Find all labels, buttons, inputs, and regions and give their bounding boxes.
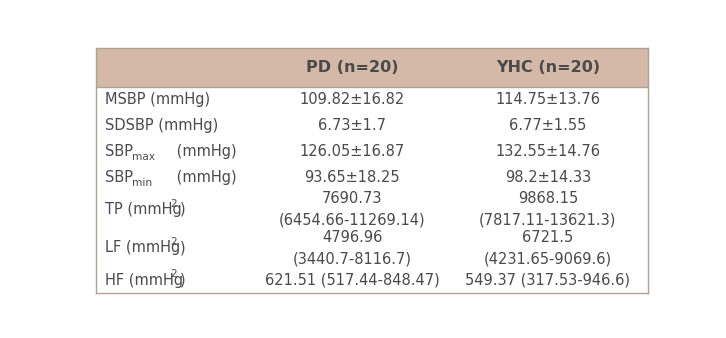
Text: (6454.66-11269.14): (6454.66-11269.14) bbox=[279, 213, 425, 227]
Text: (mmHg): (mmHg) bbox=[172, 170, 237, 185]
Text: 2: 2 bbox=[170, 198, 176, 209]
Text: SBP: SBP bbox=[105, 170, 133, 185]
Text: ): ) bbox=[180, 202, 186, 217]
Text: ): ) bbox=[180, 273, 186, 288]
Text: ): ) bbox=[180, 240, 186, 256]
Bar bbox=[97, 87, 648, 113]
Text: TP (mmHg: TP (mmHg bbox=[105, 202, 182, 217]
Text: 93.65±18.25: 93.65±18.25 bbox=[305, 170, 400, 185]
Bar bbox=[97, 228, 648, 267]
Bar bbox=[97, 48, 648, 87]
Text: min: min bbox=[132, 178, 152, 188]
Text: 126.05±16.87: 126.05±16.87 bbox=[300, 144, 405, 159]
Bar bbox=[97, 190, 648, 228]
Text: 9868.15: 9868.15 bbox=[518, 191, 578, 206]
Text: LF (mmHg: LF (mmHg bbox=[105, 240, 180, 256]
Text: HF (mmHg: HF (mmHg bbox=[105, 273, 183, 288]
Text: SBP: SBP bbox=[105, 144, 133, 159]
Text: 2: 2 bbox=[170, 269, 176, 280]
Bar bbox=[97, 139, 648, 164]
Text: (mmHg): (mmHg) bbox=[172, 144, 237, 159]
Text: YHC (n=20): YHC (n=20) bbox=[496, 60, 600, 75]
Text: (4231.65-9069.6): (4231.65-9069.6) bbox=[484, 251, 612, 266]
Text: 4796.96: 4796.96 bbox=[322, 230, 383, 245]
Text: PD (n=20): PD (n=20) bbox=[306, 60, 399, 75]
Text: MSBP (mmHg): MSBP (mmHg) bbox=[105, 92, 210, 107]
Text: 621.51 (517.44-848.47): 621.51 (517.44-848.47) bbox=[265, 273, 440, 288]
Text: 6721.5: 6721.5 bbox=[522, 230, 574, 245]
Text: (7817.11-13621.3): (7817.11-13621.3) bbox=[479, 213, 616, 227]
Bar bbox=[97, 113, 648, 139]
Text: 114.75±13.76: 114.75±13.76 bbox=[495, 92, 600, 107]
Text: 98.2±14.33: 98.2±14.33 bbox=[505, 170, 591, 185]
Text: 132.55±14.76: 132.55±14.76 bbox=[495, 144, 600, 159]
Bar bbox=[97, 267, 648, 293]
Text: max: max bbox=[132, 152, 155, 162]
Text: SDSBP (mmHg): SDSBP (mmHg) bbox=[105, 118, 218, 133]
Text: 6.77±1.55: 6.77±1.55 bbox=[509, 118, 587, 133]
Text: 7690.73: 7690.73 bbox=[322, 191, 383, 206]
Text: 2: 2 bbox=[170, 237, 176, 247]
Text: 549.37 (317.53-946.6): 549.37 (317.53-946.6) bbox=[465, 273, 630, 288]
Bar bbox=[97, 164, 648, 190]
Text: 6.73±1.7: 6.73±1.7 bbox=[319, 118, 386, 133]
Text: (3440.7-8116.7): (3440.7-8116.7) bbox=[293, 251, 412, 266]
Text: 109.82±16.82: 109.82±16.82 bbox=[300, 92, 405, 107]
